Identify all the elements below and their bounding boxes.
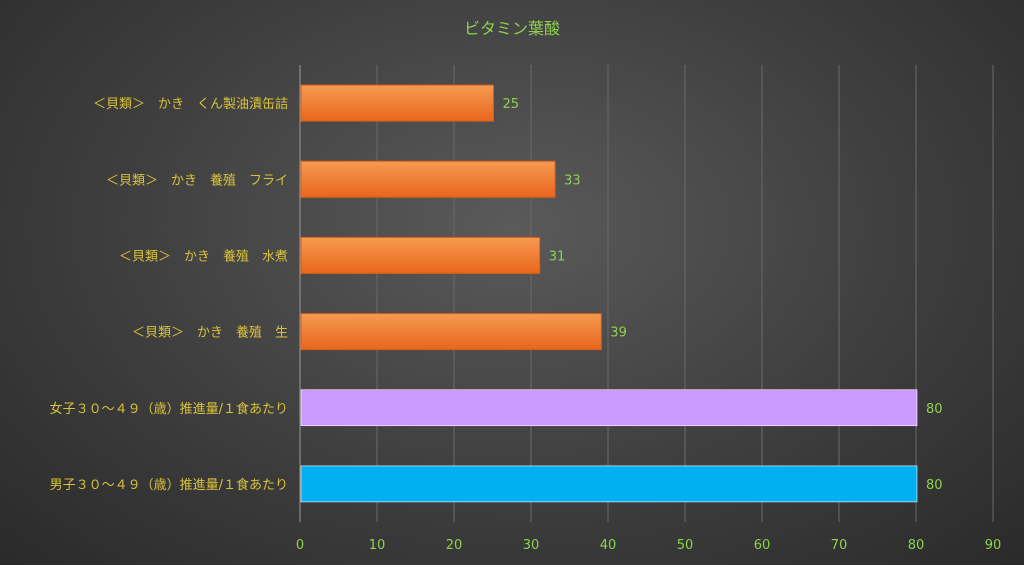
- bar: [300, 389, 918, 427]
- bar: [300, 465, 918, 503]
- data-label: 39: [610, 326, 627, 341]
- category-label: ＜貝類＞ かき 養殖 水煮: [119, 248, 288, 264]
- data-label: 33: [564, 173, 581, 188]
- bars: [300, 84, 918, 503]
- gridlines: [376, 65, 994, 522]
- bar: [300, 84, 494, 122]
- category-label: 女子３０～４９（歳）推進量/１食あたり: [50, 401, 288, 417]
- category-label: ＜貝類＞ かき 養殖 フライ: [106, 172, 288, 188]
- data-label: 80: [926, 478, 943, 493]
- x-axis-ticks: 0 10 20 30 40 50 60 70 80 90: [296, 538, 1001, 553]
- x-tick-label: 50: [677, 538, 694, 553]
- chart-title: ビタミン葉酸: [464, 19, 560, 38]
- x-tick-label: 20: [446, 538, 463, 553]
- x-tick-label: 80: [908, 538, 925, 553]
- category-label: ＜貝類＞ かき くん製油漬缶詰: [93, 96, 288, 112]
- category-labels: ＜貝類＞ かき くん製油漬缶詰 ＜貝類＞ かき 養殖 フライ ＜貝類＞ かき 養殖 …: [50, 96, 288, 493]
- category-label: ＜貝類＞ かき 養殖 生: [132, 325, 288, 341]
- data-labels: 25 33 31 39 80 80: [503, 97, 943, 493]
- x-tick-label: 30: [523, 538, 540, 553]
- data-label: 31: [549, 249, 566, 264]
- category-label: 男子３０～４９（歳）推進量/１食あたり: [50, 477, 288, 493]
- x-tick-label: 0: [296, 538, 304, 553]
- bar: [300, 313, 602, 351]
- data-label: 25: [503, 97, 520, 112]
- x-tick-label: 70: [831, 538, 848, 553]
- data-label: 80: [926, 402, 943, 417]
- x-tick-label: 60: [754, 538, 771, 553]
- bar: [300, 236, 541, 274]
- x-tick-label: 40: [600, 538, 617, 553]
- bar: [300, 160, 556, 198]
- x-tick-label: 10: [369, 538, 386, 553]
- x-tick-label: 90: [985, 538, 1002, 553]
